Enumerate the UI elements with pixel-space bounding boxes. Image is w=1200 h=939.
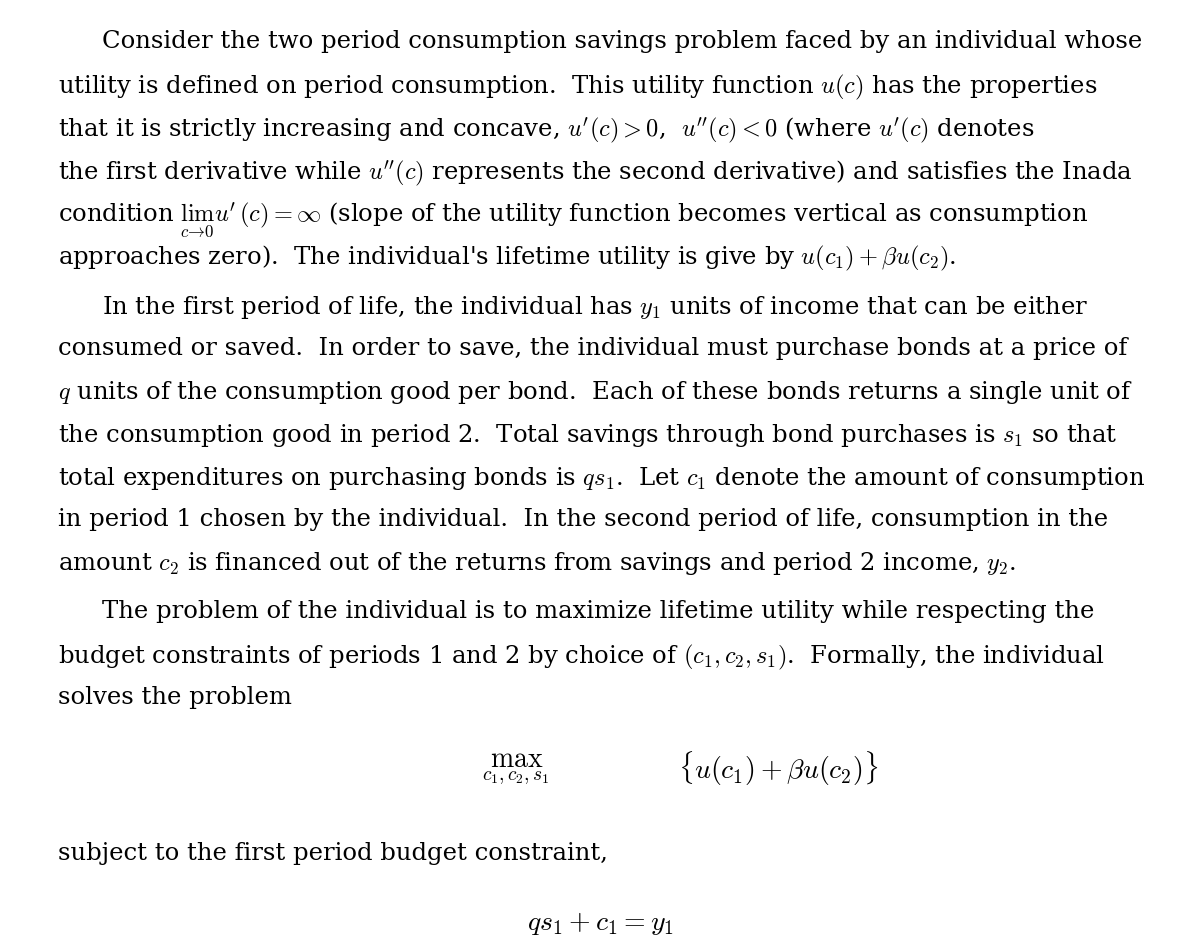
Text: condition $\lim_{c\to 0} u'(c) = \infty$ (slope of the utility function becomes : condition $\lim_{c\to 0} u'(c) = \infty$…: [58, 201, 1087, 240]
Text: The problem of the individual is to maximize lifetime utility while respecting t: The problem of the individual is to maxi…: [102, 600, 1094, 623]
Text: amount $c_2$ is financed out of the returns from savings and period 2 income, $y: amount $c_2$ is financed out of the retu…: [58, 550, 1016, 577]
Text: consumed or saved.  In order to save, the individual must purchase bonds at a pr: consumed or saved. In order to save, the…: [58, 336, 1127, 360]
Text: $\{u(c_1) + \beta u(c_2)\}$: $\{u(c_1) + \beta u(c_2)\}$: [678, 749, 878, 788]
Text: approaches zero).  The individual's lifetime utility is give by $u(c_1) + \beta : approaches zero). The individual's lifet…: [58, 243, 955, 273]
Text: subject to the first period budget constraint,: subject to the first period budget const…: [58, 842, 607, 865]
Text: $q$ units of the consumption good per bond.  Each of these bonds returns a singl: $q$ units of the consumption good per bo…: [58, 379, 1133, 407]
Text: budget constraints of periods 1 and 2 by choice of $(c_1, c_2, s_1)$.  Formally,: budget constraints of periods 1 and 2 by…: [58, 643, 1104, 672]
Text: the first derivative while $u''(c)$ represents the second derivative) and satisf: the first derivative while $u''(c)$ repr…: [58, 158, 1133, 188]
Text: utility is defined on period consumption.  This utility function $u(c)$ has the : utility is defined on period consumption…: [58, 72, 1097, 102]
Text: $qs_1 + c_1 = y_1$: $qs_1 + c_1 = y_1$: [527, 910, 673, 937]
Text: that it is strictly increasing and concave, $u'(c) > 0$,  $u''(c) < 0$ (where $u: that it is strictly increasing and conca…: [58, 115, 1034, 146]
Text: solves the problem: solves the problem: [58, 685, 292, 709]
Text: $\underset{c_1,c_2,s_1}{\max}$: $\underset{c_1,c_2,s_1}{\max}$: [482, 752, 550, 788]
Text: the consumption good in period 2.  Total savings through bond purchases is $s_1$: the consumption good in period 2. Total …: [58, 422, 1117, 449]
Text: In the first period of life, the individual has $y_1$ units of income that can b: In the first period of life, the individ…: [102, 294, 1088, 321]
Text: Consider the two period consumption savings problem faced by an individual whose: Consider the two period consumption savi…: [102, 30, 1142, 53]
Text: total expenditures on purchasing bonds is $qs_1$.  Let $c_1$ denote the amount o: total expenditures on purchasing bonds i…: [58, 465, 1145, 492]
Text: in period 1 chosen by the individual.  In the second period of life, consumption: in period 1 chosen by the individual. In…: [58, 507, 1108, 531]
